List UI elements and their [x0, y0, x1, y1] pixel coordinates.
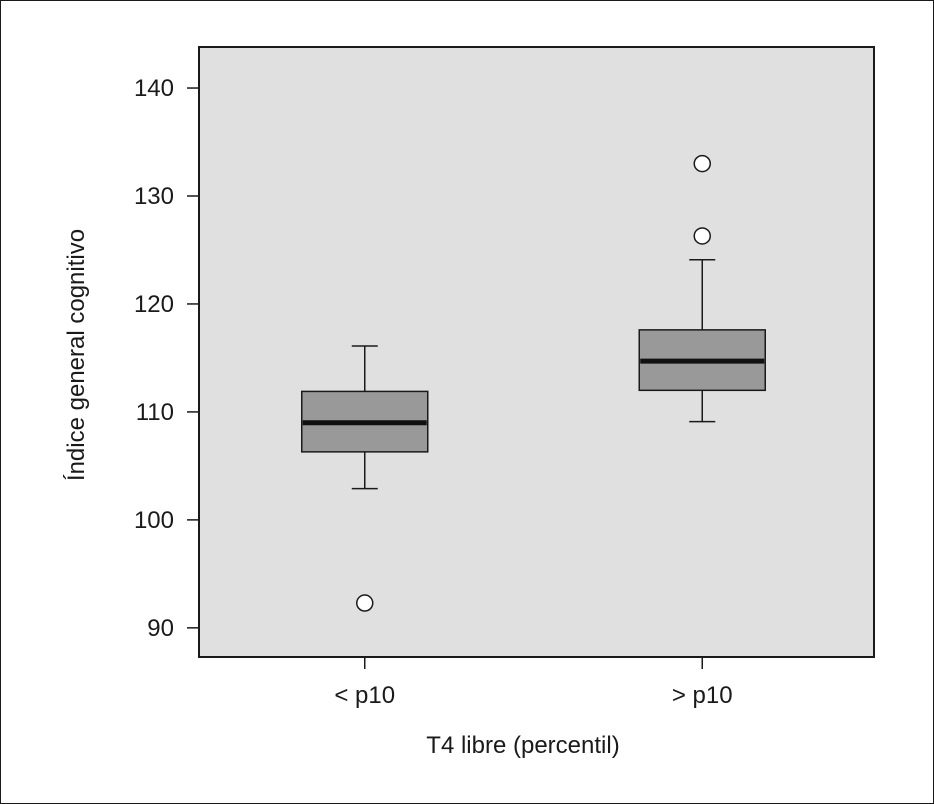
x-tick-label: > p10 — [672, 682, 733, 709]
y-tick-label: 130 — [134, 183, 174, 210]
y-tick-label: 100 — [134, 507, 174, 534]
y-tick-label: 110 — [136, 399, 174, 426]
y-tick-label: 120 — [134, 291, 174, 318]
y-axis: 90 100 110 120 130 140 — [134, 75, 199, 642]
box-group — [301, 345, 429, 612]
boxes — [301, 154, 766, 612]
x-axis-title: T4 libre (percentil) — [426, 732, 619, 759]
outlier-point — [356, 594, 374, 612]
box-group — [638, 154, 766, 423]
plot-area — [198, 46, 875, 658]
outlier-point — [693, 154, 711, 173]
y-axis-title: Índice general cognitivo — [63, 229, 90, 481]
y-tick-label: 90 — [147, 615, 174, 642]
x-axis: < p10 > p10 — [334, 657, 733, 709]
outlier-point — [693, 227, 711, 245]
y-tick-label: 140 — [134, 75, 174, 102]
x-tick-label: < p10 — [334, 682, 395, 709]
